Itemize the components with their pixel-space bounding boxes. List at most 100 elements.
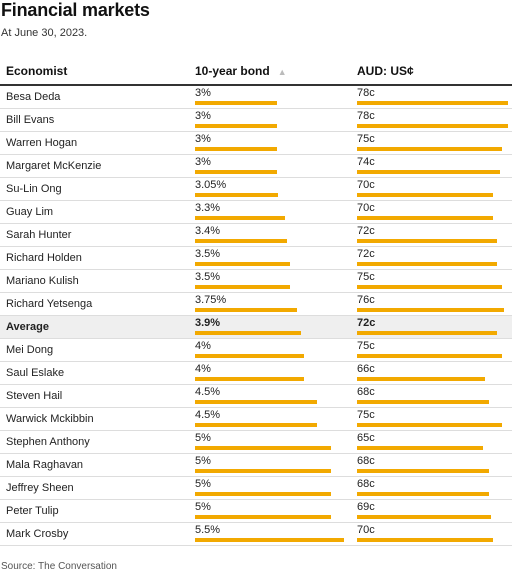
bond-value: 3% — [195, 156, 211, 168]
bond-cell: 3% — [193, 154, 355, 178]
aud-cell: 75c — [355, 131, 512, 155]
bond-cell: 5% — [193, 430, 355, 454]
economist-name: Su-Lin Ong — [0, 177, 193, 201]
economist-name: Besa Deda — [0, 85, 193, 109]
bond-value: 3% — [195, 133, 211, 145]
aud-value: 68c — [357, 386, 375, 398]
economist-name: Richard Yetsenga — [0, 292, 193, 316]
bond-bar — [195, 446, 331, 450]
economist-name: Steven Hail — [0, 384, 193, 408]
aud-bar — [357, 377, 485, 381]
bond-bar — [195, 170, 277, 174]
economist-name: Mei Dong — [0, 338, 193, 362]
economist-name: Margaret McKenzie — [0, 154, 193, 178]
bond-value: 3.5% — [195, 248, 221, 260]
aud-cell: 68c — [355, 476, 512, 500]
bond-bar — [195, 331, 301, 335]
aud-bar — [357, 101, 508, 105]
table-row: Mala Raghavan 5% 68c — [0, 453, 512, 477]
bond-value: 4.5% — [195, 409, 221, 421]
aud-cell: 65c — [355, 430, 512, 454]
aud-cell: 68c — [355, 384, 512, 408]
bond-bar — [195, 193, 278, 197]
table-row: Peter Tulip 5% 69c — [0, 499, 512, 523]
aud-value: 78c — [357, 110, 375, 122]
bond-cell: 4.5% — [193, 384, 355, 408]
column-header-bond[interactable]: 10-year bond ▲ — [193, 57, 355, 86]
bond-bar — [195, 492, 331, 496]
table-row: Richard Yetsenga 3.75% 76c — [0, 292, 512, 316]
aud-bar — [357, 354, 502, 358]
aud-value: 70c — [357, 202, 375, 214]
aud-value: 65c — [357, 432, 375, 444]
column-header-label: Economist — [6, 63, 68, 78]
aud-value: 75c — [357, 133, 375, 145]
bond-cell: 3% — [193, 85, 355, 109]
bond-value: 5.5% — [195, 524, 221, 536]
bond-value: 5% — [195, 432, 211, 444]
aud-cell: 70c — [355, 177, 512, 201]
page-title: Financial markets — [1, 0, 150, 20]
bond-bar — [195, 538, 344, 542]
bond-value: 3.75% — [195, 294, 227, 306]
bond-bar — [195, 239, 287, 243]
aud-value: 66c — [357, 363, 375, 375]
aud-value: 68c — [357, 478, 375, 490]
aud-cell: 75c — [355, 338, 512, 362]
economist-name: Jeffrey Sheen — [0, 476, 193, 500]
table-row: Mariano Kulish 3.5% 75c — [0, 269, 512, 293]
table-row: Richard Holden 3.5% 72c — [0, 246, 512, 270]
bond-value: 4.5% — [195, 386, 221, 398]
bond-bar — [195, 147, 277, 151]
bond-value: 4% — [195, 363, 211, 375]
bond-value: 3% — [195, 110, 211, 122]
economist-name: Mala Raghavan — [0, 453, 193, 477]
table-header-row: Economist 10-year bond ▲ AUD: US¢ — [0, 57, 512, 86]
table-row: Margaret McKenzie 3% 74c — [0, 154, 512, 178]
aud-value: 75c — [357, 271, 375, 283]
table-row: Stephen Anthony 5% 65c — [0, 430, 512, 454]
bond-cell: 5.5% — [193, 522, 355, 546]
table-row: Besa Deda 3% 78c — [0, 85, 512, 109]
table-row: Sarah Hunter 3.4% 72c — [0, 223, 512, 247]
economist-name: Peter Tulip — [0, 499, 193, 523]
table-row: Jeffrey Sheen 5% 68c — [0, 476, 512, 500]
economist-name: Richard Holden — [0, 246, 193, 270]
column-header-aud[interactable]: AUD: US¢ — [355, 57, 512, 86]
bond-value: 5% — [195, 501, 211, 513]
bond-value: 3.4% — [195, 225, 221, 237]
aud-cell: 70c — [355, 200, 512, 224]
bond-cell: 3% — [193, 131, 355, 155]
aud-value: 75c — [357, 409, 375, 421]
aud-bar — [357, 285, 502, 289]
column-header-economist[interactable]: Economist — [0, 57, 193, 86]
source-note: Source: The Conversation — [1, 561, 117, 572]
aud-value: 68c — [357, 455, 375, 467]
bond-bar — [195, 285, 290, 289]
aud-value: 70c — [357, 524, 375, 536]
aud-bar — [357, 239, 497, 243]
aud-bar — [357, 193, 493, 197]
economist-name: Bill Evans — [0, 108, 193, 132]
bond-value: 4% — [195, 340, 211, 352]
aud-bar — [357, 308, 504, 312]
aud-cell: 72c — [355, 246, 512, 270]
bond-value: 3.05% — [195, 179, 227, 191]
aud-bar — [357, 469, 489, 473]
aud-value: 72c — [357, 248, 375, 260]
aud-value: 76c — [357, 294, 375, 306]
aud-cell: 76c — [355, 292, 512, 316]
bond-bar — [195, 216, 285, 220]
aud-bar — [357, 492, 489, 496]
bond-cell: 4.5% — [193, 407, 355, 431]
economist-name: Warwick Mckibbin — [0, 407, 193, 431]
table-row: Saul Eslake 4% 66c — [0, 361, 512, 385]
bond-value: 3.5% — [195, 271, 221, 283]
table-row: Guay Lim 3.3% 70c — [0, 200, 512, 224]
table-row: Mark Crosby 5.5% 70c — [0, 522, 512, 546]
aud-bar — [357, 170, 500, 174]
aud-bar — [357, 124, 508, 128]
aud-bar — [357, 423, 502, 427]
aud-bar — [357, 538, 493, 542]
bond-bar — [195, 124, 277, 128]
